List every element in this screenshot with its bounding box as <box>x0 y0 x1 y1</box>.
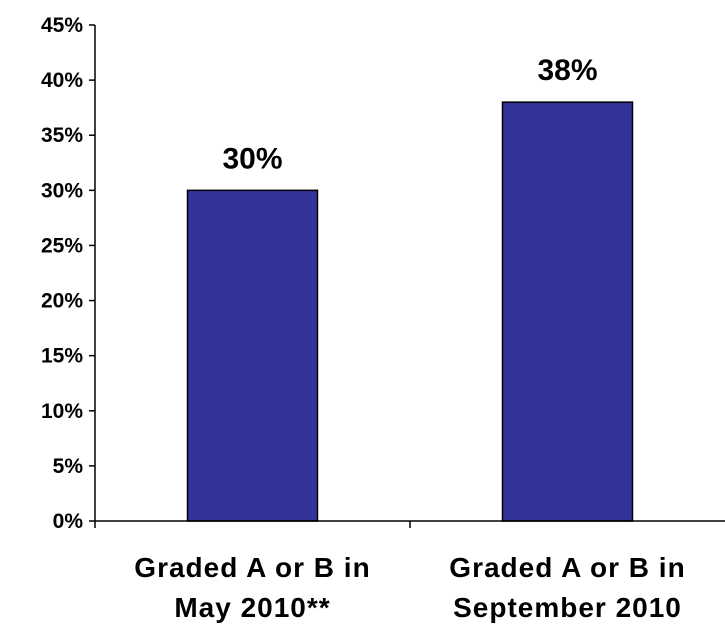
y-tick-label: 25% <box>41 234 83 257</box>
bars: 30% 38% <box>186 54 634 522</box>
x-category-label: Graded A or B in <box>449 552 685 583</box>
y-tick-label: 40% <box>41 69 83 92</box>
x-category-label: Graded A or B in <box>134 552 370 583</box>
data-label: 38% <box>537 54 597 87</box>
data-label: 30% <box>222 142 282 175</box>
y-tick-label: 20% <box>41 290 83 313</box>
y-tick-label: 45% <box>41 14 83 37</box>
y-axis: 0% 5% 10% 15% 20% 25% 30% 35% 40% 45% <box>41 14 96 533</box>
y-tick-label: 0% <box>53 510 84 533</box>
x-category-label: May 2010** <box>174 592 330 623</box>
y-tick-label: 30% <box>41 179 83 202</box>
bar <box>501 101 634 522</box>
x-axis: Graded A or B in May 2010** Graded A or B … <box>94 520 725 623</box>
x-category-label: September 2010 <box>453 592 682 623</box>
y-tick-label: 35% <box>41 124 83 147</box>
y-tick-label: 5% <box>53 455 84 478</box>
y-tick-label: 10% <box>41 400 83 423</box>
y-tick-label: 15% <box>41 345 83 368</box>
bar <box>186 189 319 522</box>
